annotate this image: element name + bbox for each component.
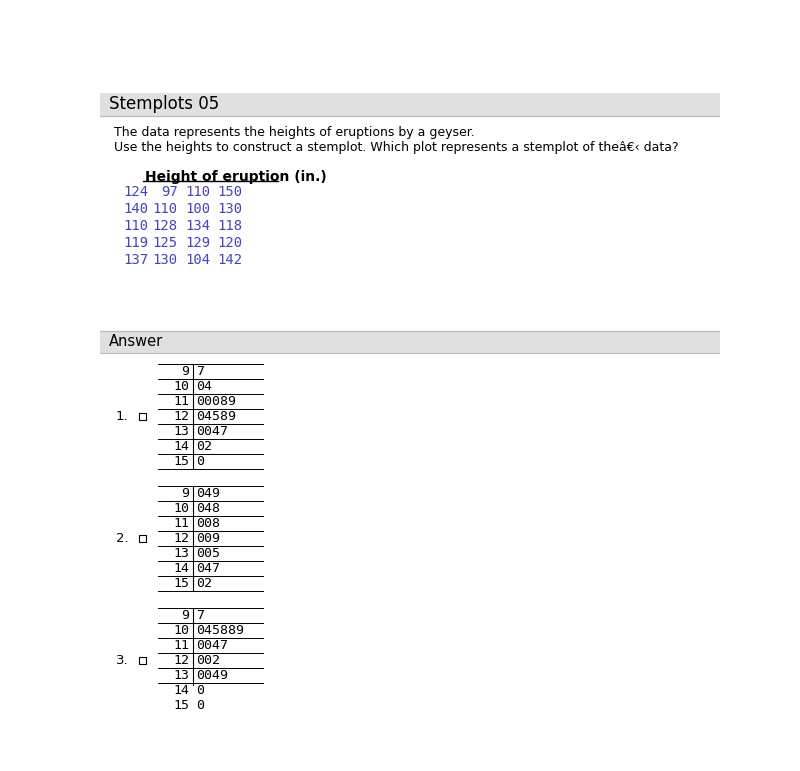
Text: 9: 9 — [181, 608, 189, 621]
Bar — [100, 93, 720, 116]
Text: 0: 0 — [196, 699, 204, 712]
Bar — [100, 353, 720, 686]
Text: 140: 140 — [123, 202, 148, 216]
Text: 13: 13 — [173, 425, 189, 438]
Text: 119: 119 — [123, 236, 148, 250]
Bar — [138, 535, 146, 541]
Text: 0: 0 — [196, 684, 204, 697]
Text: 009: 009 — [196, 532, 220, 544]
Text: 13: 13 — [173, 668, 189, 682]
Text: 11: 11 — [173, 517, 189, 530]
Text: 130: 130 — [152, 253, 178, 267]
Text: 0049: 0049 — [196, 668, 228, 682]
Text: 0047: 0047 — [196, 638, 228, 651]
Text: 2.: 2. — [116, 532, 129, 544]
Text: 0047: 0047 — [196, 425, 228, 438]
Text: 10: 10 — [173, 379, 189, 392]
Text: 104: 104 — [185, 253, 210, 267]
Text: 110: 110 — [185, 185, 210, 199]
Text: 124: 124 — [123, 185, 148, 199]
Text: 110: 110 — [152, 202, 178, 216]
Text: 7: 7 — [196, 365, 204, 378]
Text: 11: 11 — [173, 395, 189, 408]
Text: 125: 125 — [152, 236, 178, 250]
Text: 110: 110 — [123, 219, 148, 233]
Text: 005: 005 — [196, 547, 220, 560]
Text: 128: 128 — [152, 219, 178, 233]
Text: 15: 15 — [173, 699, 189, 712]
Text: 02: 02 — [196, 439, 212, 453]
Text: 1.: 1. — [116, 409, 129, 423]
Text: 12: 12 — [173, 409, 189, 423]
Text: 02: 02 — [196, 577, 212, 590]
Text: 14: 14 — [173, 439, 189, 453]
Text: 3.: 3. — [116, 654, 129, 667]
Text: 130: 130 — [218, 202, 242, 216]
Text: Height of eruption (in.): Height of eruption (in.) — [145, 170, 326, 183]
Text: 120: 120 — [218, 236, 242, 250]
Text: 137: 137 — [123, 253, 148, 267]
Text: 10: 10 — [173, 624, 189, 637]
Text: 150: 150 — [218, 185, 242, 199]
Bar — [138, 412, 146, 419]
Text: 12: 12 — [173, 654, 189, 667]
Text: 129: 129 — [185, 236, 210, 250]
Text: 134: 134 — [185, 219, 210, 233]
Text: 9: 9 — [181, 365, 189, 378]
Text: 13: 13 — [173, 547, 189, 560]
Text: Answer: Answer — [110, 335, 163, 349]
Text: 0: 0 — [196, 455, 204, 468]
Text: 100: 100 — [185, 202, 210, 216]
Text: 049: 049 — [196, 487, 220, 500]
Text: Stemplots 05: Stemplots 05 — [110, 95, 219, 113]
Text: 9: 9 — [181, 487, 189, 500]
Text: 045889: 045889 — [196, 624, 244, 637]
Text: 04: 04 — [196, 379, 212, 392]
Text: 04589: 04589 — [196, 409, 236, 423]
Text: 97: 97 — [161, 185, 178, 199]
Text: 15: 15 — [173, 577, 189, 590]
Text: 12: 12 — [173, 532, 189, 544]
Text: 15: 15 — [173, 455, 189, 468]
Text: Use the heights to construct a stemplot. Which plot represents a stemplot of the: Use the heights to construct a stemplot.… — [114, 141, 678, 154]
Text: 008: 008 — [196, 517, 220, 530]
Text: 7: 7 — [196, 608, 204, 621]
Bar — [138, 657, 146, 664]
Text: 142: 142 — [218, 253, 242, 267]
Text: 047: 047 — [196, 562, 220, 574]
Text: 11: 11 — [173, 638, 189, 651]
Bar — [100, 116, 720, 332]
Bar — [100, 332, 720, 353]
Text: 048: 048 — [196, 502, 220, 514]
Text: 14: 14 — [173, 684, 189, 697]
Text: 002: 002 — [196, 654, 220, 667]
Text: 14: 14 — [173, 562, 189, 574]
Text: 00089: 00089 — [196, 395, 236, 408]
Text: 10: 10 — [173, 502, 189, 514]
Text: The data represents the heights of eruptions by a geyser.: The data represents the heights of erupt… — [114, 126, 474, 139]
Text: 118: 118 — [218, 219, 242, 233]
